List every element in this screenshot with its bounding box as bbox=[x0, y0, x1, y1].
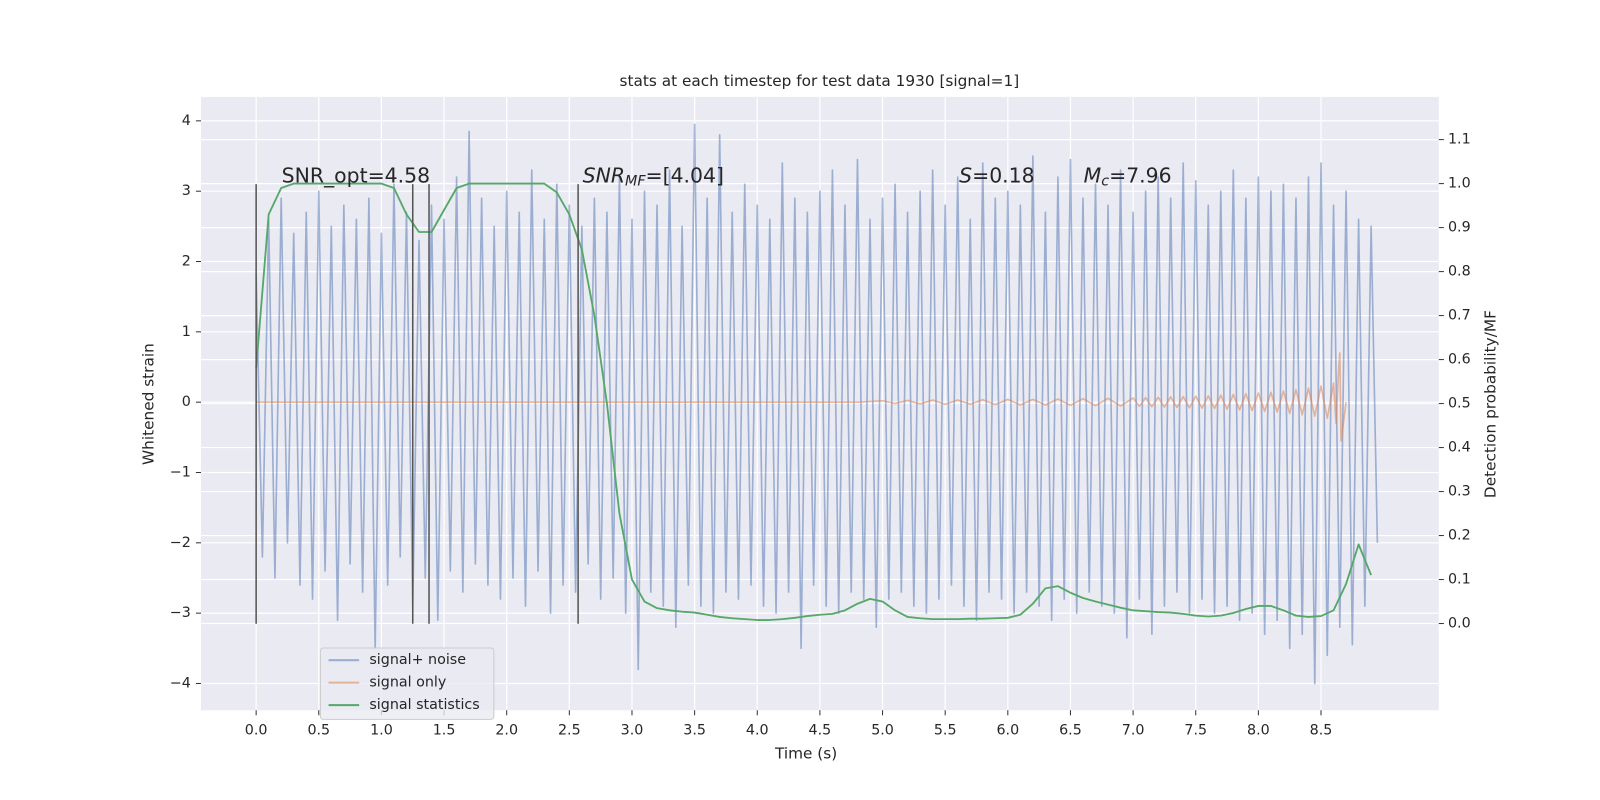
y2-tick-label: 0.4 bbox=[1448, 440, 1471, 456]
y2-tick-label: 0.3 bbox=[1448, 484, 1471, 500]
annotation: SNRMF=[4.04] bbox=[583, 164, 724, 190]
x-tick-label: 2.5 bbox=[558, 723, 581, 739]
series-line bbox=[255, 182, 1372, 621]
y-tick-label: −2 bbox=[170, 535, 191, 551]
y-tick-label: −4 bbox=[170, 675, 191, 691]
annotation-part: SNR_opt=4.58 bbox=[282, 164, 430, 189]
series-line bbox=[255, 123, 1379, 685]
annotation: S=0.18 bbox=[959, 164, 1034, 188]
y-tick-label: 0 bbox=[182, 394, 191, 410]
x-tick-label: 7.0 bbox=[1122, 723, 1145, 739]
x-tick-label: 4.0 bbox=[746, 723, 769, 739]
x-tick-label: 3.0 bbox=[621, 723, 644, 739]
legend-box bbox=[319, 647, 495, 720]
annotation-part: =0.18 bbox=[972, 164, 1034, 188]
y2-tick-label: 0.9 bbox=[1448, 220, 1471, 236]
y2-tick-label: 0.5 bbox=[1448, 396, 1471, 412]
x-tick-label: 8.0 bbox=[1247, 723, 1270, 739]
x-tick-label: 5.5 bbox=[934, 723, 957, 739]
y-tick-label: 3 bbox=[182, 183, 191, 199]
legend: signal+ noise signal only signal statistic… bbox=[319, 647, 495, 720]
y2-tick-label: 0.8 bbox=[1448, 264, 1471, 280]
y2-tick-label: 1.0 bbox=[1448, 176, 1471, 192]
x-tick-label: 1.5 bbox=[433, 723, 456, 739]
x-tick-label: 0.5 bbox=[307, 723, 330, 739]
annotation-part: M bbox=[1084, 164, 1102, 188]
y-tick-label: −1 bbox=[170, 464, 191, 480]
y2-tick-label: 0.6 bbox=[1448, 352, 1471, 368]
annotation-part: SNR bbox=[583, 164, 625, 188]
annotation-part: S bbox=[959, 164, 972, 188]
y-tick-label: −3 bbox=[170, 605, 191, 621]
x-tick-label: 5.0 bbox=[871, 723, 894, 739]
x-tick-label: 1.0 bbox=[370, 723, 393, 739]
y2-axis-label: Detection probability/MF bbox=[1481, 310, 1499, 498]
x-tick-label: 6.0 bbox=[996, 723, 1019, 739]
y2-tick-label: 0.2 bbox=[1448, 528, 1471, 544]
x-tick-label: 7.5 bbox=[1184, 723, 1207, 739]
y-tick-label: 2 bbox=[182, 254, 191, 270]
y-tick-label: 1 bbox=[182, 324, 191, 340]
x-tick-label: 0.0 bbox=[245, 723, 268, 739]
x-axis-label: Time (s) bbox=[774, 745, 837, 763]
y-axis-label: Whitened strain bbox=[139, 343, 157, 465]
x-tick-label: 3.5 bbox=[683, 723, 706, 739]
y2-tick-label: 0.1 bbox=[1448, 572, 1471, 588]
chart-title: stats at each timestep for test data 193… bbox=[620, 72, 1020, 90]
annotation-part: =7.96 bbox=[1109, 164, 1172, 188]
y-tick-label: 4 bbox=[182, 113, 191, 129]
x-tick-label: 2.0 bbox=[495, 723, 518, 739]
annotation: Mc=7.96 bbox=[1084, 164, 1172, 190]
annotation-part: =[4.04] bbox=[646, 164, 724, 188]
legend-label: signal+ noise bbox=[369, 652, 466, 668]
legend-label: signal only bbox=[369, 675, 446, 691]
y2-tick-label: 1.1 bbox=[1448, 132, 1471, 148]
x-tick-label: 6.5 bbox=[1059, 723, 1082, 739]
y2-tick-label: 0.0 bbox=[1448, 616, 1471, 632]
x-tick-label: 4.5 bbox=[809, 723, 832, 739]
x-tick-label: 8.5 bbox=[1310, 723, 1333, 739]
y2-tick-label: 0.7 bbox=[1448, 308, 1471, 324]
series-line bbox=[256, 352, 1347, 442]
legend-label: signal statistics bbox=[369, 697, 479, 713]
annotation: SNR_opt=4.58 bbox=[282, 164, 430, 189]
annotation-part: MF bbox=[625, 174, 646, 190]
annotation-part: c bbox=[1101, 174, 1109, 190]
